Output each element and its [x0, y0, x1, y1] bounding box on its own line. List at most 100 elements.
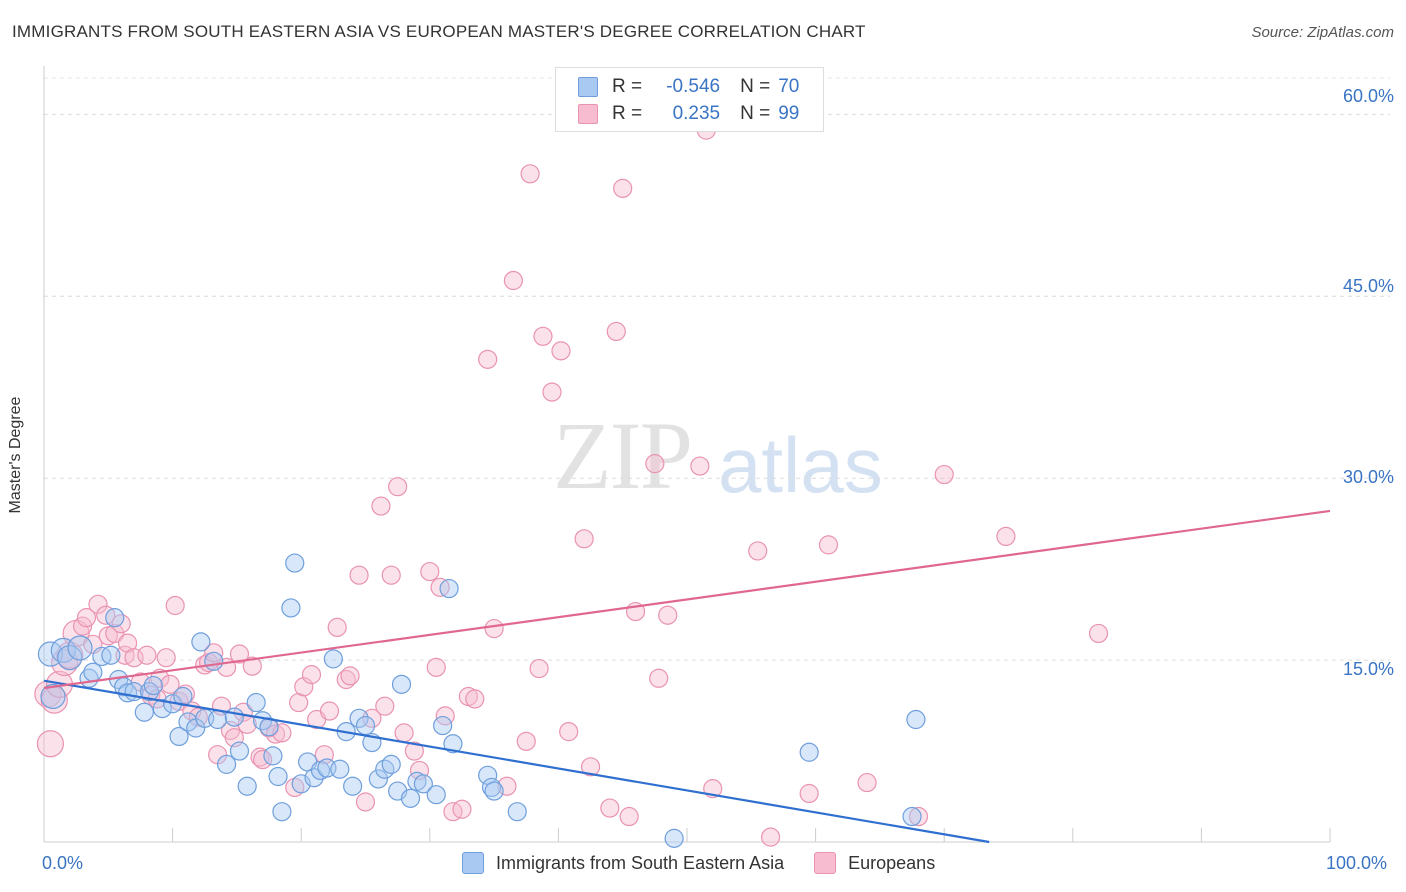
point-immigrants: [217, 754, 237, 774]
r-value-pink: 0.235: [672, 103, 721, 124]
point-immigrants: [285, 553, 305, 573]
legend-item-immigrants[interactable]: Immigrants from South Eastern Asia: [462, 852, 784, 874]
point-immigrants: [224, 707, 244, 727]
point-europeans: [748, 541, 768, 561]
point-europeans: [799, 783, 819, 804]
stats-legend: R = -0.546 N = 70 R = 0.235 N = 99: [555, 67, 824, 132]
point-europeans: [760, 827, 781, 847]
r-label: R =: [612, 76, 643, 97]
point-europeans: [908, 806, 929, 827]
point-europeans: [301, 665, 322, 685]
point-europeans: [165, 595, 185, 616]
n-label: N =: [740, 103, 771, 124]
watermark-atlas: atlas: [718, 421, 883, 509]
point-immigrants: [391, 674, 412, 694]
point-europeans: [529, 658, 549, 679]
legend-item-europeans[interactable]: Europeans: [814, 852, 935, 874]
n-value-blue: 70: [778, 76, 800, 97]
point-europeans: [253, 749, 273, 770]
point-europeans: [388, 477, 408, 497]
point-immigrants: [237, 776, 257, 796]
r-label: R =: [612, 103, 643, 124]
point-europeans: [606, 321, 626, 342]
point-europeans: [658, 605, 678, 625]
point-immigrants: [169, 726, 189, 747]
point-immigrants: [40, 683, 66, 710]
point-immigrants: [400, 788, 421, 808]
point-immigrants: [229, 741, 250, 761]
point-europeans: [105, 623, 125, 644]
point-immigrants: [368, 769, 388, 789]
point-europeans: [649, 668, 669, 688]
point-europeans: [265, 724, 286, 744]
point-europeans: [996, 526, 1016, 547]
point-europeans: [452, 799, 472, 819]
point-immigrants: [443, 734, 463, 754]
point-europeans: [294, 677, 314, 697]
point-europeans: [336, 669, 356, 690]
point-europeans: [327, 617, 347, 637]
point-europeans: [375, 696, 395, 716]
point-immigrants: [664, 828, 684, 848]
point-europeans: [88, 594, 108, 614]
legend-label-europeans: Europeans: [848, 852, 936, 873]
point-immigrants: [101, 645, 121, 665]
point-immigrants: [902, 806, 922, 827]
point-europeans: [36, 730, 65, 758]
point-europeans: [542, 382, 562, 402]
point-europeans: [613, 178, 633, 198]
trend-lines: [43, 509, 1331, 844]
point-immigrants: [484, 781, 504, 801]
point-europeans: [818, 535, 839, 555]
point-immigrants: [246, 692, 266, 713]
point-europeans: [404, 741, 424, 761]
point-immigrants: [426, 785, 446, 805]
y-tick-label-15: 15.0%: [1342, 659, 1394, 679]
point-europeans: [580, 757, 601, 777]
point-europeans: [551, 341, 571, 361]
point-immigrants: [481, 777, 502, 798]
point-immigrants: [259, 717, 279, 737]
point-immigrants: [330, 759, 350, 779]
point-europeans: [645, 454, 665, 474]
point-europeans: [600, 798, 620, 818]
point-europeans: [150, 668, 170, 688]
point-europeans: [857, 772, 877, 793]
point-europeans: [619, 806, 639, 827]
grid-lines: [44, 77, 1390, 661]
point-europeans: [394, 723, 414, 743]
point-immigrants: [281, 598, 301, 618]
point-immigrants: [268, 766, 288, 787]
point-europeans: [484, 618, 504, 639]
blue-swatch: [578, 77, 598, 97]
point-europeans: [478, 349, 498, 369]
point-immigrants: [349, 708, 369, 728]
point-europeans: [76, 608, 97, 628]
point-europeans: [319, 701, 340, 721]
series-legend: Immigrants from South Eastern Asia Europ…: [462, 852, 965, 874]
point-europeans: [420, 561, 440, 582]
point-immigrants: [83, 662, 103, 682]
point-immigrants: [507, 802, 527, 822]
point-europeans: [242, 656, 262, 676]
point-immigrants: [343, 776, 363, 796]
trend-line-europeans: [43, 509, 1331, 690]
point-immigrants: [323, 649, 343, 669]
point-europeans: [690, 456, 710, 476]
y-tick-label-60: 60.0%: [1342, 86, 1394, 106]
point-europeans: [175, 684, 196, 704]
point-immigrants: [381, 754, 401, 774]
point-immigrants: [263, 746, 283, 766]
point-europeans: [381, 565, 401, 585]
series-immigrants-se-asia: [37, 553, 926, 848]
point-immigrants: [105, 608, 125, 628]
point-immigrants: [439, 578, 459, 599]
point-europeans: [559, 722, 579, 742]
point-immigrants: [413, 774, 433, 794]
point-immigrants: [799, 742, 819, 762]
point-europeans: [497, 776, 517, 796]
series-europeans: [34, 120, 1109, 847]
watermark-zip: ZIP: [553, 402, 693, 509]
point-europeans: [520, 164, 540, 184]
